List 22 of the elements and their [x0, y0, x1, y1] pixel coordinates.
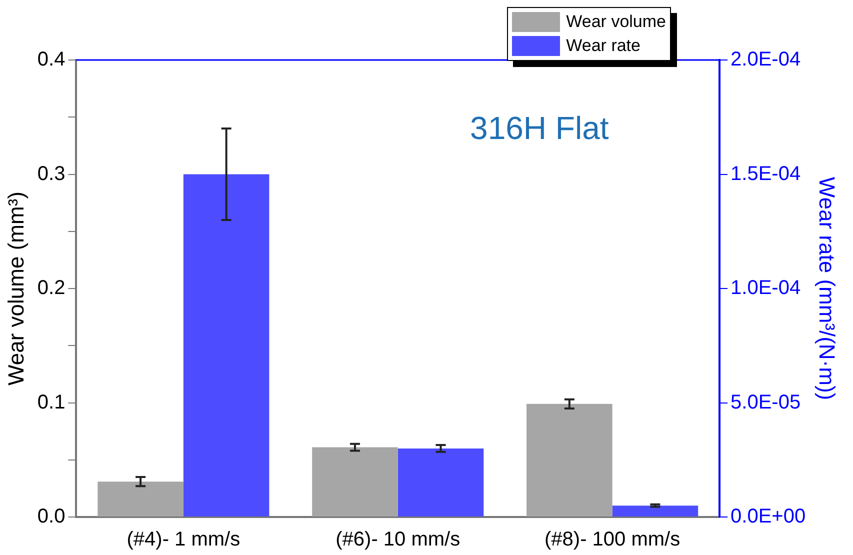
y2-tick-label: 1.5E-04 [730, 162, 801, 185]
bar [98, 482, 184, 516]
y2-axis-title: Wear rate (mm³/(N·m)) [814, 176, 840, 400]
y-tick-label: 0.4 [37, 48, 66, 71]
bar [526, 404, 612, 516]
x-tick-label: (#6)- 10 mm/s [336, 528, 460, 551]
legend-label: Wear rate [566, 36, 640, 56]
y-axis-title: Wear volume (mm³) [3, 192, 28, 386]
bar [183, 174, 270, 516]
annotation: 316H Flat [470, 110, 609, 146]
y-tick-label: 0.3 [37, 162, 66, 185]
y-tick-label: 0.2 [37, 277, 66, 300]
y-tick-label: 0.1 [37, 391, 66, 414]
bar [612, 506, 698, 516]
y2-tick-label: 0.0E+00 [730, 506, 806, 528]
y2-tick-label: 5.0E-05 [730, 391, 801, 414]
y-tick-label: 0.0 [37, 506, 66, 528]
legend-label: Wear volume [566, 12, 666, 32]
x-tick-label: (#4)- 1 mm/s [126, 528, 240, 551]
y2-tick-label: 2.0E-04 [730, 48, 801, 71]
y2-tick-label: 1.0E-04 [730, 277, 801, 300]
x-tick-label: (#8)- 100 mm/s [544, 528, 680, 551]
